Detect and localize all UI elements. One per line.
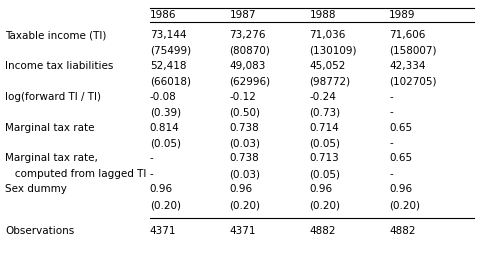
Text: Marginal tax rate,: Marginal tax rate, <box>5 153 98 164</box>
Text: 71,036: 71,036 <box>309 30 346 40</box>
Text: 1987: 1987 <box>230 10 256 20</box>
Text: 73,276: 73,276 <box>230 30 266 40</box>
Text: (0.20): (0.20) <box>150 200 181 210</box>
Text: Marginal tax rate: Marginal tax rate <box>5 123 94 133</box>
Text: -: - <box>389 138 393 149</box>
Text: 52,418: 52,418 <box>150 61 186 71</box>
Text: 1986: 1986 <box>150 10 176 20</box>
Text: (158007): (158007) <box>389 46 437 56</box>
Text: 0.714: 0.714 <box>309 123 339 133</box>
Text: (0.39): (0.39) <box>150 108 181 118</box>
Text: Observations: Observations <box>5 226 74 236</box>
Text: 0.65: 0.65 <box>389 123 412 133</box>
Text: (0.20): (0.20) <box>230 200 260 210</box>
Text: (75499): (75499) <box>150 46 191 56</box>
Text: (0.03): (0.03) <box>230 169 260 179</box>
Text: (0.03): (0.03) <box>230 138 260 149</box>
Text: (0.05): (0.05) <box>309 138 340 149</box>
Text: 1988: 1988 <box>309 10 336 20</box>
Text: (0.73): (0.73) <box>309 108 340 118</box>
Text: 0.96: 0.96 <box>150 184 173 194</box>
Text: 1989: 1989 <box>389 10 416 20</box>
Text: 42,334: 42,334 <box>389 61 426 71</box>
Text: (102705): (102705) <box>389 77 437 87</box>
Text: -0.12: -0.12 <box>230 92 256 102</box>
Text: computed from lagged TI: computed from lagged TI <box>5 169 146 179</box>
Text: Sex dummy: Sex dummy <box>5 184 67 194</box>
Text: 73,144: 73,144 <box>150 30 186 40</box>
Text: 0.738: 0.738 <box>230 153 259 164</box>
Text: -: - <box>389 169 393 179</box>
Text: 71,606: 71,606 <box>389 30 426 40</box>
Text: -0.08: -0.08 <box>150 92 177 102</box>
Text: (0.20): (0.20) <box>309 200 340 210</box>
Text: -: - <box>389 108 393 118</box>
Text: (130109): (130109) <box>309 46 357 56</box>
Text: -: - <box>150 169 154 179</box>
Text: (66018): (66018) <box>150 77 191 87</box>
Text: Income tax liabilities: Income tax liabilities <box>5 61 113 71</box>
Text: 4882: 4882 <box>309 226 336 236</box>
Text: (0.50): (0.50) <box>230 108 260 118</box>
Text: (0.20): (0.20) <box>389 200 420 210</box>
Text: 0.738: 0.738 <box>230 123 259 133</box>
Text: 0.96: 0.96 <box>389 184 412 194</box>
Text: 49,083: 49,083 <box>230 61 266 71</box>
Text: -0.24: -0.24 <box>309 92 336 102</box>
Text: -: - <box>150 153 154 164</box>
Text: (0.05): (0.05) <box>150 138 181 149</box>
Text: 0.713: 0.713 <box>309 153 339 164</box>
Text: (98772): (98772) <box>309 77 350 87</box>
Text: log(forward TI / TI): log(forward TI / TI) <box>5 92 101 102</box>
Text: (0.05): (0.05) <box>309 169 340 179</box>
Text: (62996): (62996) <box>230 77 270 87</box>
Text: 4371: 4371 <box>230 226 256 236</box>
Text: -: - <box>389 92 393 102</box>
Text: 0.814: 0.814 <box>150 123 180 133</box>
Text: 0.65: 0.65 <box>389 153 412 164</box>
Text: 45,052: 45,052 <box>309 61 346 71</box>
Text: (80870): (80870) <box>230 46 270 56</box>
Text: 4882: 4882 <box>389 226 416 236</box>
Text: 0.96: 0.96 <box>309 184 332 194</box>
Text: 4371: 4371 <box>150 226 176 236</box>
Text: 0.96: 0.96 <box>230 184 252 194</box>
Text: Taxable income (TI): Taxable income (TI) <box>5 30 106 40</box>
